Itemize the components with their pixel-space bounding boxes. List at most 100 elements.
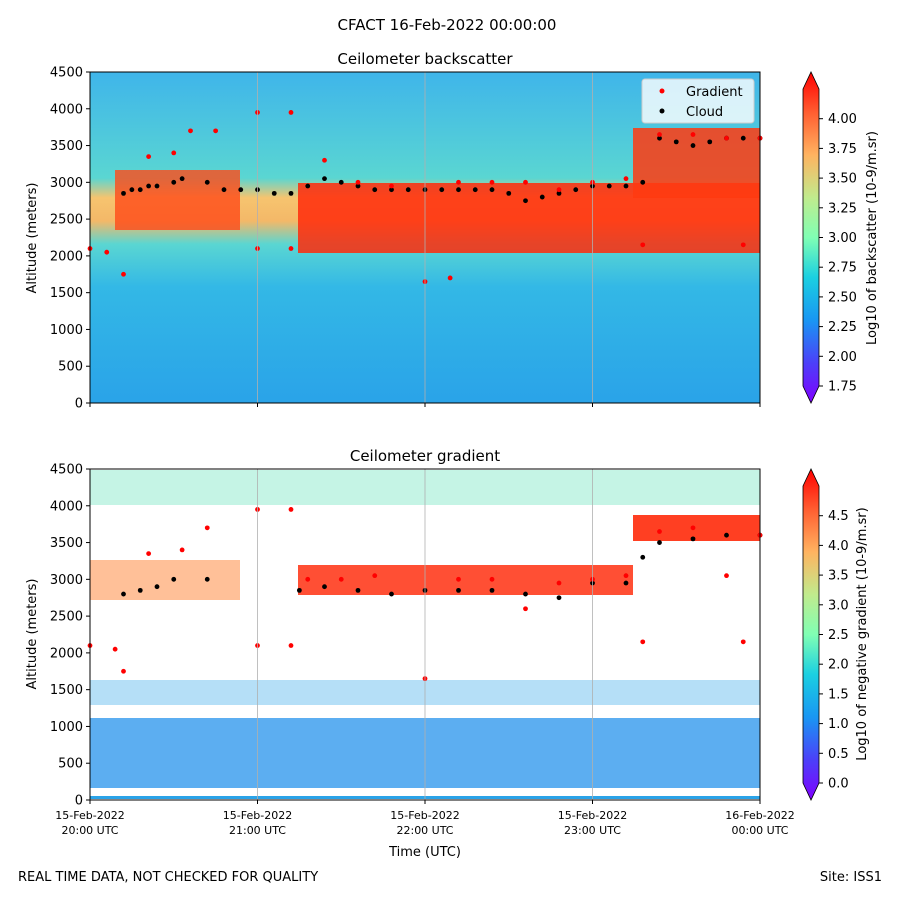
cloud-point [657,135,662,141]
legend-gradient-marker [659,88,665,94]
cloud-point [640,179,646,185]
cloud-point [472,187,478,193]
cloud-point [146,183,152,189]
gradient-point [355,179,361,185]
cloud-point [288,190,294,196]
y-tick-label: 4000 [50,102,83,117]
y-tick-label: 4500 [50,463,83,478]
gradient-point [523,606,528,612]
backscatter-plot-frame [89,71,761,404]
cloud-point [623,183,629,189]
cloud-point [338,179,344,185]
gradient-point [213,128,219,134]
y-tick-label: 1000 [50,720,83,735]
cloud-point [322,584,327,590]
gradient-point [740,242,746,248]
gradient-band-left [90,560,240,600]
gradient-point [640,242,646,248]
legend-gradient-label: Gradient [686,85,743,100]
figure-suptitle: CFACT 16-Feb-2022 00:00:00 [338,16,557,34]
gradient-point [690,525,696,531]
backscatter-cloud-band-upper [633,128,760,198]
y-tick-label: 0 [75,397,83,412]
cloud-point [238,187,244,193]
y-tick-label: 2500 [50,610,83,625]
cloud-point [171,576,177,582]
gradient-point [556,187,562,193]
cloud-point [129,187,135,193]
gradient-point [456,179,461,185]
cloud-point [489,587,495,593]
gradient-point [288,643,294,648]
cloud-point [405,187,411,193]
cloud-point [271,190,277,196]
cloud-point [137,587,143,593]
gradient-point [690,132,696,137]
y-tick-label: 1500 [50,683,83,698]
cloud-point [456,187,461,193]
cloud-point [121,591,126,597]
backscatter-colorbar: 1.75 2.00 2.25 2.50 2.75 3.00 3.25 3.50 3.75 4.00… [802,71,880,404]
cloud-point [640,554,646,560]
gradient-point [724,135,729,141]
backscatter-legend-box [641,78,755,124]
y-tick-label: 500 [58,360,83,375]
colorbar-tick-label: 2.5 [828,628,849,643]
gradient-point [179,547,185,553]
cloud-point [322,176,327,182]
cloud-point [221,187,227,193]
x-tick-time: 23:00 UTC [564,824,621,837]
cloud-point [489,187,495,193]
cloud-point [506,190,512,196]
gradient-point [171,150,177,156]
x-tick-date: 15-Feb-2022 [558,809,627,822]
gradient-point [322,157,327,163]
x-tick-date: 15-Feb-2022 [390,809,459,822]
colorbar-tick-label: 3.50 [828,172,857,187]
cloud-point [523,198,528,204]
gradient-point [389,183,394,189]
gradient-point [121,668,126,674]
cloud-point [606,183,612,189]
colorbar-tick-label: 3.25 [828,201,857,216]
gradient-point [288,507,294,512]
y-tick-label: 2000 [50,646,83,661]
cloud-point [179,176,185,182]
backscatter-title: Ceilometer backscatter [337,50,513,68]
colorbar-tick-label: 2.75 [828,261,857,276]
gradient-band-cloud [298,565,633,595]
gradient-xlabel: Time (UTC) [388,845,461,860]
y-tick-label: 4500 [50,66,83,81]
y-tick-label: 2500 [50,213,83,228]
colorbar-tick-label: 3.5 [828,569,849,584]
gradient-plot-frame [89,468,761,801]
colorbar-tick-label: 2.00 [828,350,857,365]
backscatter-panel: Ceilometer backscatter 0 500 1000 1500 2000 2… [25,50,880,412]
backscatter-colorbar-label: Log10 of backscatter (10-9/m.sr) [865,131,880,345]
gradient-point [112,646,118,652]
backscatter-colorbar-bar [802,71,820,404]
colorbar-tick-label: 3.75 [828,142,857,157]
colorbar-tick-label: 1.0 [828,717,849,732]
gradient-colorbar-label: Log10 of negative gradient (10-9/m.sr) [855,507,870,760]
x-tick-date: 15-Feb-2022 [223,809,292,822]
footer-disclaimer: REAL TIME DATA, NOT CHECKED FOR QUALITY [18,870,319,885]
y-tick-label: 0 [75,794,83,809]
colorbar-tick-label: 4.5 [828,509,849,524]
cloud-point [556,595,562,601]
gradient-point [204,525,210,531]
footer-site: Site: ISS1 [819,870,882,885]
colorbar-tick-label: 2.0 [828,658,849,673]
cloud-point [724,532,729,538]
cloud-point [204,179,210,185]
gradient-ylabel: Altitude (meters) [25,579,40,690]
gradient-point [740,639,746,645]
y-tick-label: 3000 [50,573,83,588]
x-tick-time: 21:00 UTC [229,824,286,837]
gradient-point [305,576,311,582]
cloud-point [137,187,143,193]
colorbar-tick-label: 4.0 [828,539,849,554]
y-tick-label: 2000 [50,249,83,264]
colorbar-tick-label: 0.5 [828,747,849,762]
